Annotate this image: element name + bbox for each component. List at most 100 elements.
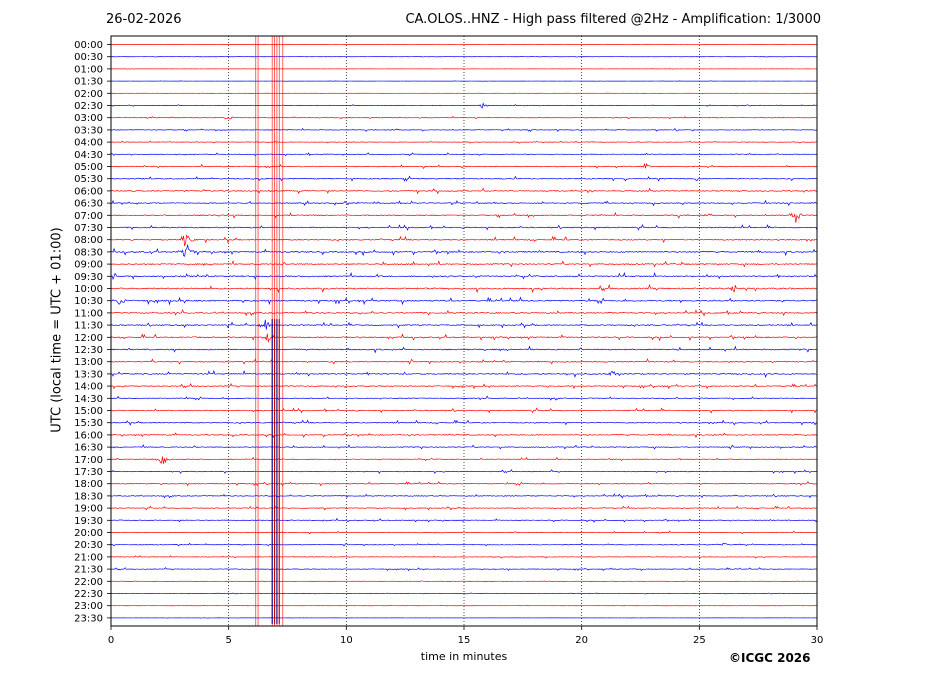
trace-0100 — [110, 68, 818, 70]
y-tick-label: 09:00 — [74, 260, 103, 271]
y-tick-label: 01:00 — [74, 64, 103, 75]
y-tick-label: 00:00 — [74, 40, 103, 51]
trace-0430 — [110, 152, 818, 157]
y-tick-label: 12:30 — [74, 345, 103, 356]
y-tick-label: 17:00 — [74, 455, 103, 466]
x-tick-label: 5 — [225, 635, 231, 646]
y-tick-label: 03:30 — [74, 125, 103, 136]
y-tick-label: 18:30 — [74, 491, 103, 502]
trace-1600 — [110, 432, 818, 439]
trace-1930 — [110, 517, 818, 523]
trace-1630 — [110, 444, 818, 450]
y-tick-label: 22:30 — [74, 589, 103, 600]
y-tick-label: 04:00 — [74, 138, 103, 149]
y-tick-label: 16:30 — [74, 443, 103, 454]
y-tick-label: 15:30 — [74, 418, 103, 429]
y-tick-label: 15:00 — [74, 406, 103, 417]
y-tick-label: 23:00 — [74, 601, 103, 612]
trace-0530 — [110, 175, 818, 182]
y-tick-label: 20:30 — [74, 540, 103, 551]
trace-0030 — [111, 55, 818, 58]
y-tick-label: 12:00 — [74, 333, 103, 344]
trace-0730 — [110, 223, 818, 231]
y-tick-label: 10:00 — [74, 284, 103, 295]
trace-1800 — [110, 480, 818, 487]
x-tick-label: 30 — [811, 635, 824, 646]
y-tick-label: 00:30 — [74, 52, 103, 63]
y-tick-label: 14:30 — [74, 394, 103, 405]
y-tick-label: 19:00 — [74, 504, 103, 515]
trace-0800 — [111, 234, 818, 247]
y-tick-label: 08:30 — [74, 247, 103, 258]
trace-2130 — [110, 567, 818, 572]
y-tick-label: 08:00 — [74, 235, 103, 246]
x-tick-label: 0 — [108, 635, 114, 646]
y-tick-label: 19:30 — [74, 516, 103, 527]
y-tick-label: 02:00 — [74, 89, 103, 100]
y-tick-label: 17:30 — [74, 467, 103, 478]
trace-1100 — [110, 308, 818, 317]
x-tick-label: 15 — [458, 635, 471, 646]
trace-0330 — [110, 127, 818, 132]
y-tick-label: 18:00 — [74, 479, 103, 490]
trace-2100 — [110, 555, 818, 559]
y-tick-label: 13:00 — [74, 357, 103, 368]
trace-1200 — [110, 333, 818, 343]
y-tick-label: 23:30 — [74, 613, 103, 624]
trace-1730 — [110, 469, 818, 475]
trace-1900 — [110, 505, 818, 511]
trace-2300 — [110, 605, 818, 607]
trace-0130 — [110, 80, 818, 82]
x-axis-label: time in minutes — [420, 650, 508, 663]
trace-1700 — [110, 456, 818, 464]
x-tick-label: 10 — [340, 635, 353, 646]
trace-0200 — [110, 92, 818, 94]
y-tick-label: 06:00 — [74, 186, 103, 197]
trace-0300 — [110, 115, 818, 120]
y-tick-label: 03:00 — [74, 113, 103, 124]
trace-0700 — [110, 211, 818, 223]
date-label: 26-02-2026 — [106, 12, 182, 27]
y-tick-label: 04:30 — [74, 150, 103, 161]
x-tick-label: 25 — [693, 635, 706, 646]
trace-1530 — [110, 419, 818, 426]
y-tick-label: 09:30 — [74, 272, 103, 283]
y-tick-label: 11:30 — [74, 321, 103, 332]
trace-2030 — [110, 542, 818, 547]
y-tick-label: 05:00 — [74, 162, 103, 173]
trace-1400 — [110, 382, 818, 390]
trace-1000 — [110, 283, 818, 294]
y-tick-label: 13:30 — [74, 369, 103, 380]
y-tick-label: 22:00 — [74, 577, 103, 588]
grid-layer — [228, 36, 700, 626]
trace-0900 — [110, 260, 818, 268]
trace-0400 — [110, 140, 818, 144]
y-tick-label: 07:00 — [74, 211, 103, 222]
y-tick-label: 06:30 — [74, 199, 103, 210]
trace-1230 — [110, 345, 818, 354]
trace-1500 — [110, 407, 818, 414]
trace-0600 — [110, 187, 818, 195]
y-tick-label: 14:00 — [74, 382, 103, 393]
trace-0000 — [110, 43, 817, 46]
trace-1830 — [110, 493, 818, 499]
trace-1030 — [110, 296, 818, 306]
y-tick-label: 16:00 — [74, 430, 103, 441]
x-tick-layer: 0 5 10 15 20 25 30 — [108, 626, 824, 646]
y-tick-label: 11:00 — [74, 308, 103, 319]
trace-0630 — [110, 199, 818, 207]
y-tick-label: 10:30 — [74, 296, 103, 307]
x-tick-label: 20 — [575, 635, 588, 646]
trace-2230 — [110, 592, 818, 595]
y-tick-label: 21:00 — [74, 552, 103, 563]
trace-1330 — [110, 369, 818, 378]
interference-layer — [255, 36, 284, 626]
trace-2200 — [110, 580, 818, 583]
y-tick-label: 07:30 — [74, 223, 103, 234]
y-tick-label: 20:00 — [74, 528, 103, 539]
trace-1300 — [110, 358, 818, 365]
trace-1430 — [110, 395, 818, 401]
trace-0930 — [110, 271, 818, 281]
